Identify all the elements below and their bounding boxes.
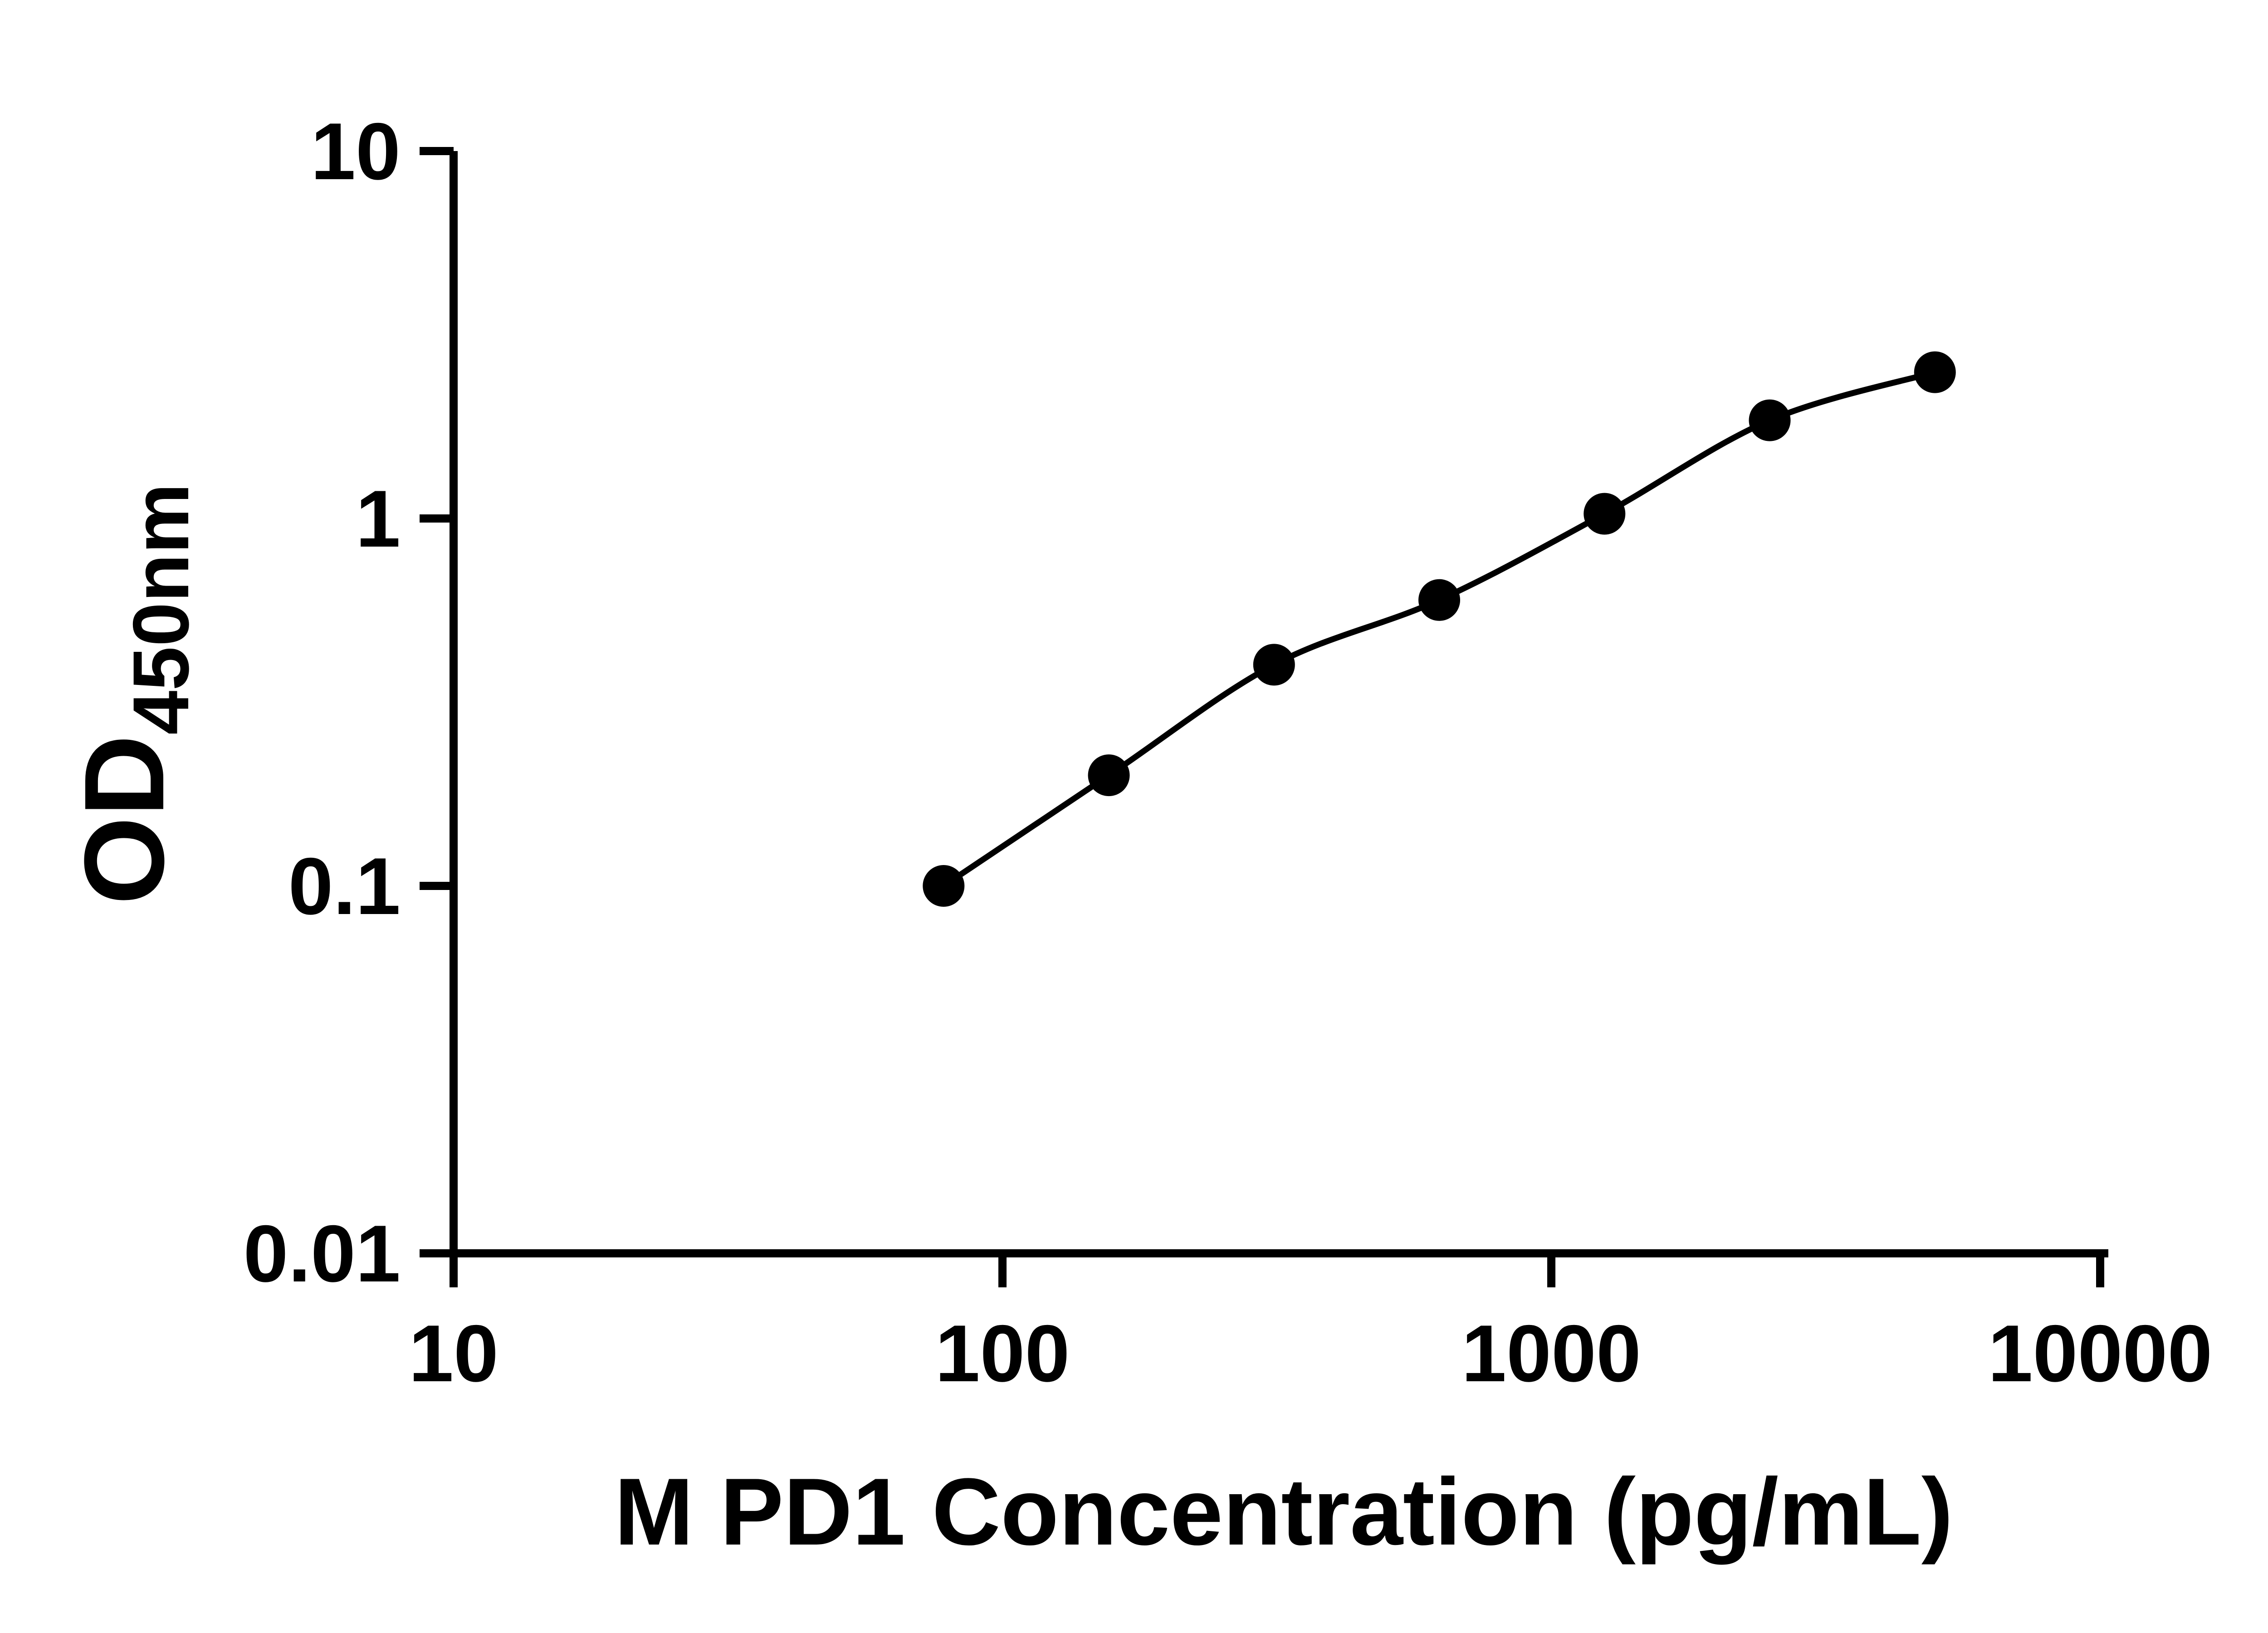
y-tick-label: 0.1 <box>288 841 401 931</box>
y-tick-label: 1 <box>356 474 401 564</box>
data-point-marker <box>1584 493 1626 535</box>
data-point-marker <box>1253 644 1295 686</box>
y-axis-title-main: OD <box>61 735 187 905</box>
y-tick-label: 10 <box>311 106 401 196</box>
data-point-marker <box>1418 579 1461 621</box>
x-tick-label: 10000 <box>1988 1308 2213 1398</box>
y-axis-title-subscript: 450nm <box>117 483 205 734</box>
x-axis-title: M PD1 Concentration (pg/mL) <box>614 1458 1953 1565</box>
fit-curve-line <box>942 369 1936 889</box>
plot-area: 10 100 1000 10000 0.01 0.1 1 10 <box>244 106 2213 1398</box>
data-point-marker <box>1088 754 1130 797</box>
y-tick-label: 0.01 <box>244 1208 401 1299</box>
data-point-marker <box>1914 351 1956 393</box>
x-tick-label: 100 <box>935 1308 1070 1398</box>
data-point-marker <box>1749 399 1791 441</box>
x-tick-label: 1000 <box>1461 1308 1641 1398</box>
x-tick-label: 10 <box>409 1308 499 1398</box>
data-point-marker <box>923 865 965 907</box>
y-axis-title: OD450nm <box>61 483 205 905</box>
